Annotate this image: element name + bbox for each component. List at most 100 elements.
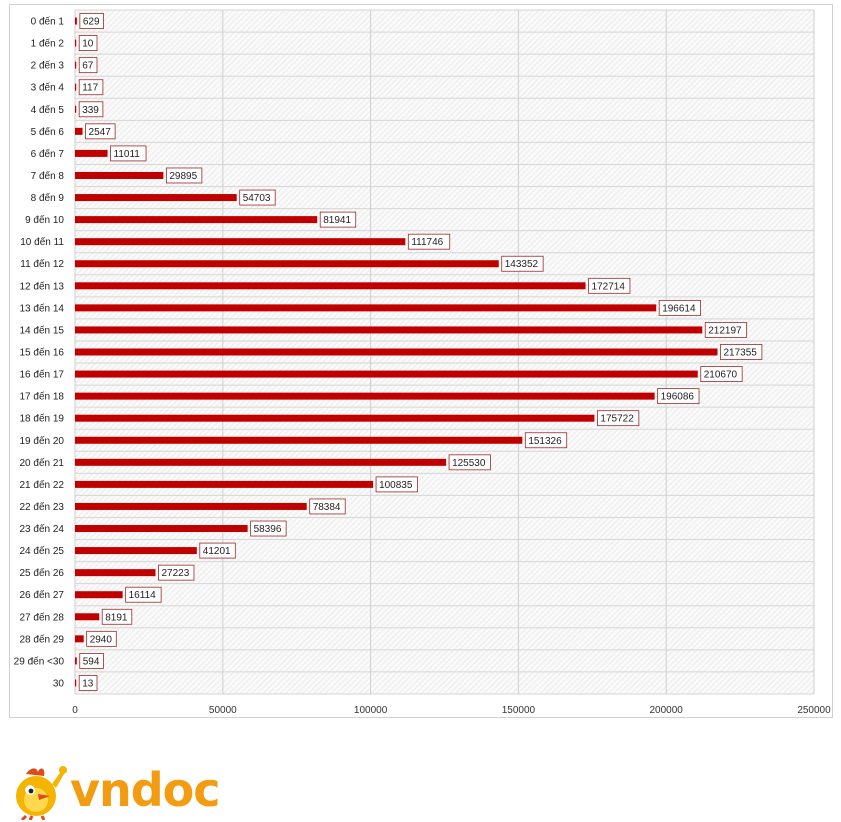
category-label: 13 đến 14	[20, 302, 65, 314]
data-label: 81941	[323, 215, 351, 226]
category-label: 11 đến 12	[20, 258, 64, 270]
data-label: 143352	[505, 259, 539, 270]
bar	[75, 282, 586, 290]
bar	[75, 17, 77, 25]
bar	[75, 525, 248, 533]
bar	[75, 569, 156, 577]
data-label-box	[704, 322, 748, 338]
data-label-box	[110, 145, 147, 162]
bar	[75, 238, 406, 246]
bar	[75, 304, 657, 312]
bar	[75, 613, 100, 621]
data-label-box	[319, 211, 357, 228]
x-tick-label: 100000	[354, 705, 388, 716]
vndoc-logo: vndoc	[16, 763, 221, 820]
x-tick-label: 50000	[209, 705, 237, 716]
data-label: 175722	[600, 414, 634, 425]
bar	[75, 591, 123, 599]
category-label: 3 đến 4	[31, 82, 65, 94]
data-label-box	[524, 432, 568, 449]
data-label: 2547	[89, 127, 112, 138]
bar	[75, 635, 84, 643]
category-label: 12 đến 13	[20, 280, 65, 292]
data-label: 196614	[662, 303, 696, 314]
data-label-box	[78, 101, 104, 118]
category-label: 28 đến 29	[20, 633, 65, 645]
data-label: 339	[82, 105, 99, 116]
data-label: 67	[82, 61, 94, 72]
bar	[75, 414, 595, 422]
data-label: 594	[83, 656, 100, 667]
category-label: 27 đến 28	[20, 611, 65, 623]
category-label: 7 đến 8	[31, 170, 65, 182]
category-label: 26 đến 27	[20, 589, 65, 601]
bar	[75, 105, 77, 113]
bar	[75, 326, 703, 334]
logo-wordmark: vndoc	[70, 763, 220, 817]
bar	[75, 194, 237, 202]
data-label: 10	[82, 39, 94, 50]
data-label: 117	[82, 83, 98, 94]
data-label-box	[78, 35, 98, 51]
category-label: 14 đến 15	[20, 324, 65, 336]
category-label: 23 đến 24	[20, 523, 65, 535]
data-label: 29895	[169, 171, 197, 182]
bar	[75, 216, 318, 224]
category-label: 29 đến <30	[14, 655, 65, 667]
data-label: 210670	[704, 370, 738, 381]
data-label-box	[657, 388, 700, 405]
data-label: 54703	[243, 193, 271, 204]
category-label: 25 đến 26	[20, 567, 65, 579]
bar	[75, 61, 77, 69]
category-label: 30	[53, 678, 65, 689]
category-label: 6 đến 7	[31, 148, 65, 160]
data-label-box	[588, 277, 631, 294]
x-tick-label: 200000	[650, 705, 684, 716]
category-label: 1 đến 2	[31, 38, 65, 50]
x-tick-label: 0	[72, 705, 78, 716]
data-label-box	[85, 123, 116, 140]
data-label-box	[79, 653, 104, 669]
bar-chart: 0 50000 100000 150000 200000 250000 0 đến 1 629…	[14, 9, 831, 716]
data-label-box	[79, 13, 104, 29]
data-label: 11011	[114, 149, 141, 160]
data-label-box	[250, 520, 287, 537]
bar	[75, 502, 307, 510]
category-label: 19 đến 20	[20, 435, 65, 447]
category-label: 18 đến 19	[20, 413, 65, 425]
bar	[75, 657, 77, 665]
data-label: 217355	[724, 348, 758, 359]
bar	[75, 260, 499, 268]
data-label-box	[239, 189, 276, 206]
bar	[75, 480, 374, 488]
data-label: 212197	[708, 325, 742, 336]
bar	[75, 83, 77, 91]
category-label: 8 đến 9	[31, 192, 65, 204]
data-label: 2940	[90, 634, 113, 645]
category-label: 10 đến 11	[20, 236, 64, 248]
bar	[75, 458, 447, 466]
data-label-box	[78, 57, 98, 74]
category-label: 21 đến 22	[20, 479, 65, 491]
category-label: 22 đến 23	[20, 501, 65, 513]
data-label: 58396	[254, 524, 282, 535]
category-label: 17 đến 18	[20, 391, 65, 403]
data-label-box	[125, 586, 162, 603]
data-label: 27223	[161, 568, 189, 579]
data-label-box	[165, 167, 203, 184]
data-label-box	[86, 630, 117, 647]
bar	[75, 149, 108, 157]
x-tick-label: 250000	[797, 705, 831, 716]
data-label-box	[309, 498, 346, 515]
data-label: 41201	[203, 546, 231, 557]
data-label-box	[501, 255, 544, 272]
data-label-box	[448, 454, 491, 471]
category-label: 16 đến 17	[20, 369, 65, 381]
data-label-box	[78, 79, 104, 96]
data-label-box	[101, 608, 133, 625]
data-label-box	[658, 299, 701, 316]
category-label: 5 đến 6	[31, 126, 65, 138]
data-label: 125530	[452, 458, 486, 469]
data-label-box	[700, 366, 743, 382]
category-label: 0 đến 1	[31, 16, 65, 28]
